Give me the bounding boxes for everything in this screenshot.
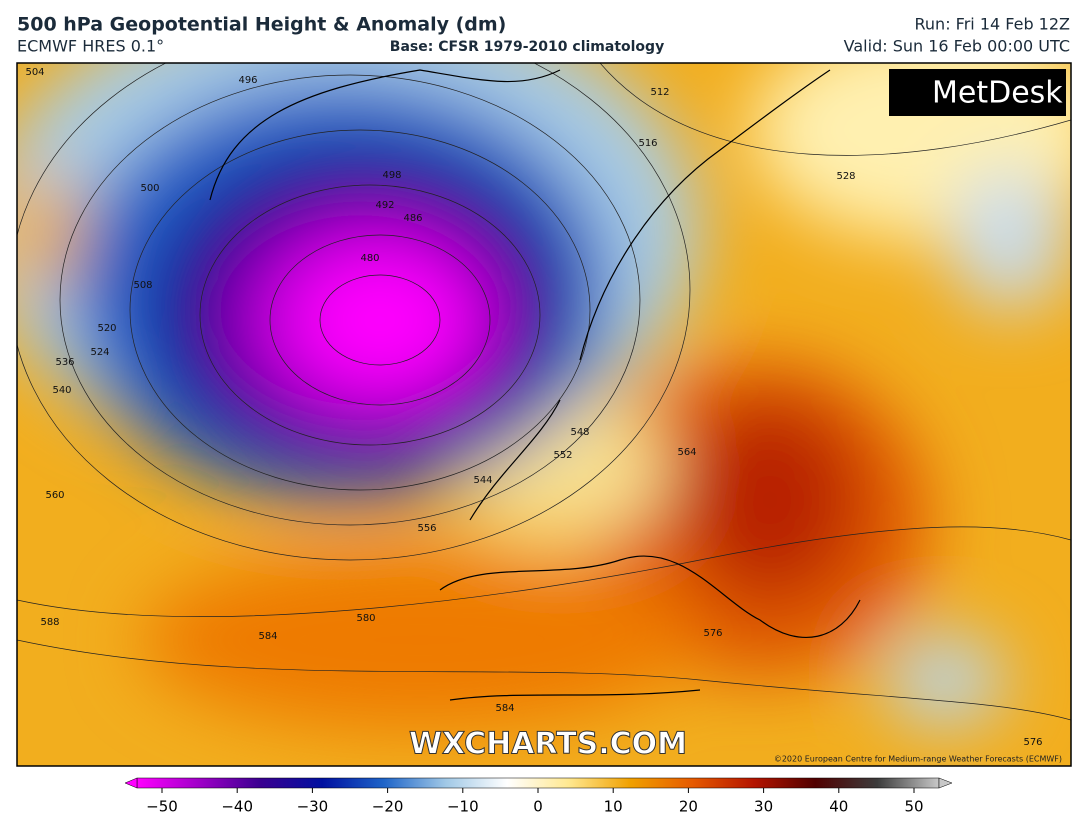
contour-label: 516 [638,138,657,149]
coastlines [209,69,861,701]
contour-label: 528 [836,171,855,182]
contour-label: 576 [1023,737,1042,748]
colorbar-end-low [124,777,138,789]
contour-label: 588 [40,617,59,628]
contour-label: 496 [238,75,257,86]
base: Base: CFSR 1979-2010 climatology [390,39,664,55]
colorbar-tick-label: −20 [372,798,404,816]
anomaly-field [17,63,1071,730]
contour-label: 504 [25,67,44,78]
contour-label: 576 [703,628,722,639]
colorbar-tick-label: 20 [679,798,698,816]
contour-label: 498 [382,170,401,181]
contour-label: 584 [258,631,277,642]
contour-label: 486 [403,213,422,224]
colorbar-tick-label: −10 [447,798,479,816]
contour-label: 536 [55,357,74,368]
contour-label: 560 [45,490,64,501]
contour-label: 520 [97,323,116,334]
colorbar-tick-label: 0 [533,798,543,816]
colorbar-tick-label: 50 [904,798,923,816]
contours [17,63,1071,721]
colorbar-tick-label: 10 [604,798,623,816]
contour-label: 480 [360,253,379,264]
contour-label: 492 [375,200,394,211]
contour-label: 580 [356,613,375,624]
colorbar-tick-label: −40 [221,798,253,816]
contour-label: 564 [677,447,696,458]
title: 500 hPa Geopotential Height & Anomaly (d… [17,14,506,36]
contour-label: 556 [417,523,436,534]
logo-box [889,69,1066,116]
contour-label: 548 [570,427,589,438]
run: Run: Fri 14 Feb 12Z [915,15,1071,34]
contour-label: 540 [52,385,71,396]
colorbar-end-high [938,777,953,789]
contour-label: 508 [133,280,152,291]
logo: MetDesk [932,76,1063,111]
colorbar: −50 −40 −30 −20 −10 0 10 20 30 40 50 [124,777,953,816]
contour-label: 552 [553,450,572,461]
map-frame [16,62,1072,767]
colorbar-tick-label: 40 [829,798,848,816]
contour-label: 584 [495,703,514,714]
colorbar-body [136,777,940,789]
contour-label: 500 [140,183,159,194]
copyright: ©2020 European Centre for Medium-range W… [774,755,1062,764]
contour-label: 544 [473,475,492,486]
contour-label: 524 [90,347,109,358]
valid: Valid: Sun 16 Feb 00:00 UTC [844,37,1070,56]
colorbar-tick-label: 30 [754,798,773,816]
watermark: WXCHARTS.COM [409,727,687,762]
contour-label: 512 [650,87,669,98]
colorbar-tick-label: −50 [146,798,178,816]
colorbar-tick-label: −30 [297,798,329,816]
map [17,63,1071,766]
model: ECMWF HRES 0.1° [17,37,164,56]
